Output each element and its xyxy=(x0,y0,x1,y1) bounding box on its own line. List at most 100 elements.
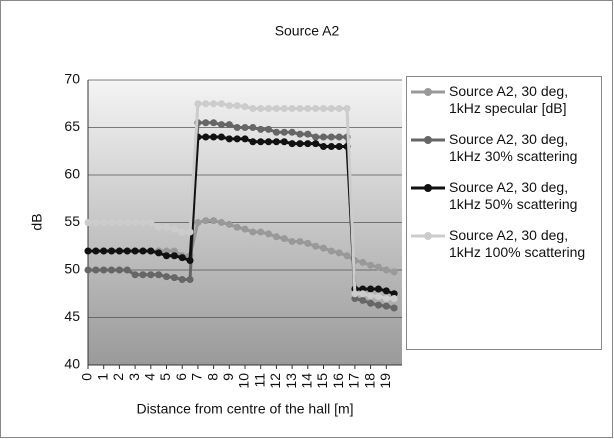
series-line xyxy=(88,121,395,310)
point xyxy=(84,219,92,226)
x-tick-label: 0 xyxy=(79,373,95,381)
x-tick-label: 3 xyxy=(126,373,142,381)
point xyxy=(92,247,100,255)
legend-swatch xyxy=(411,88,445,96)
point xyxy=(390,304,398,312)
point xyxy=(335,143,343,150)
point xyxy=(296,130,304,138)
x-tick-label: 14 xyxy=(299,373,315,389)
point xyxy=(320,244,327,252)
point xyxy=(312,133,320,141)
point xyxy=(320,133,327,141)
point xyxy=(100,266,108,274)
point xyxy=(123,266,131,274)
point xyxy=(217,133,225,141)
point xyxy=(382,295,390,302)
point xyxy=(265,125,273,133)
point xyxy=(194,100,202,108)
x-tick-label: 18 xyxy=(361,373,377,389)
x-tick-label: 19 xyxy=(377,373,393,389)
point xyxy=(108,266,116,274)
point xyxy=(343,252,351,260)
point xyxy=(210,119,218,127)
point xyxy=(280,138,288,146)
point xyxy=(335,133,343,141)
point xyxy=(249,228,257,236)
point xyxy=(155,271,163,279)
legend-swatch xyxy=(411,136,445,144)
legend-marker xyxy=(424,136,432,144)
point xyxy=(257,138,265,146)
point xyxy=(217,219,225,226)
point xyxy=(178,276,186,283)
y-tick-label: 45 xyxy=(64,308,80,324)
point xyxy=(84,247,92,255)
point xyxy=(186,228,194,236)
legend-item: Source A2, 30 deg, 1kHz 30% scattering xyxy=(411,131,597,165)
x-tick-label: 13 xyxy=(283,373,299,389)
point xyxy=(225,135,233,143)
point xyxy=(139,247,147,255)
point xyxy=(257,125,265,133)
point xyxy=(139,271,147,279)
point xyxy=(202,217,210,225)
point xyxy=(147,271,155,279)
legend-marker xyxy=(424,88,432,96)
point xyxy=(272,128,280,136)
point xyxy=(265,230,273,238)
point xyxy=(296,140,304,148)
point xyxy=(249,105,257,112)
point xyxy=(186,257,194,264)
point xyxy=(382,287,390,295)
point xyxy=(202,100,210,108)
point xyxy=(115,247,123,255)
point xyxy=(374,285,382,293)
point xyxy=(249,138,257,146)
point xyxy=(382,266,390,274)
legend-item: Source A2, 30 deg, 1kHz specular [dB] xyxy=(411,83,597,117)
x-tick-label: 16 xyxy=(330,373,346,389)
point xyxy=(225,102,233,110)
point xyxy=(320,143,327,150)
point xyxy=(249,124,257,131)
point xyxy=(241,135,249,143)
x-axis-title: Distance from centre of the hall [m] xyxy=(136,401,353,417)
point xyxy=(233,124,241,131)
legend-label: Source A2, 30 deg, 1kHz 50% scattering xyxy=(449,179,578,212)
point xyxy=(233,135,241,143)
point xyxy=(280,128,288,136)
y-tick-label: 65 xyxy=(64,118,80,134)
point xyxy=(280,105,288,112)
y-tick-label: 60 xyxy=(64,166,80,182)
point xyxy=(123,219,131,226)
point xyxy=(343,105,351,112)
point xyxy=(194,219,202,226)
point xyxy=(390,268,398,276)
point xyxy=(155,249,163,257)
point xyxy=(241,225,249,233)
point xyxy=(115,266,123,274)
legend-label: Source A2, 30 deg, 1kHz 30% scattering xyxy=(449,131,578,164)
point xyxy=(312,140,320,148)
point xyxy=(296,238,304,245)
point xyxy=(139,219,147,226)
point xyxy=(163,223,170,231)
point xyxy=(100,219,108,226)
point xyxy=(100,247,108,255)
point xyxy=(170,274,178,282)
point xyxy=(367,292,375,300)
point xyxy=(225,121,233,129)
point xyxy=(233,102,241,110)
x-tick-label: 6 xyxy=(173,373,189,381)
point xyxy=(257,105,265,112)
point xyxy=(178,254,186,262)
point xyxy=(312,105,320,112)
point xyxy=(92,219,100,226)
point xyxy=(327,105,335,112)
point xyxy=(115,219,123,226)
point xyxy=(367,299,375,307)
y-tick-label: 50 xyxy=(64,261,80,277)
legend-swatch xyxy=(411,232,445,240)
chart-title: Source A2 xyxy=(275,23,340,39)
point xyxy=(155,223,163,231)
